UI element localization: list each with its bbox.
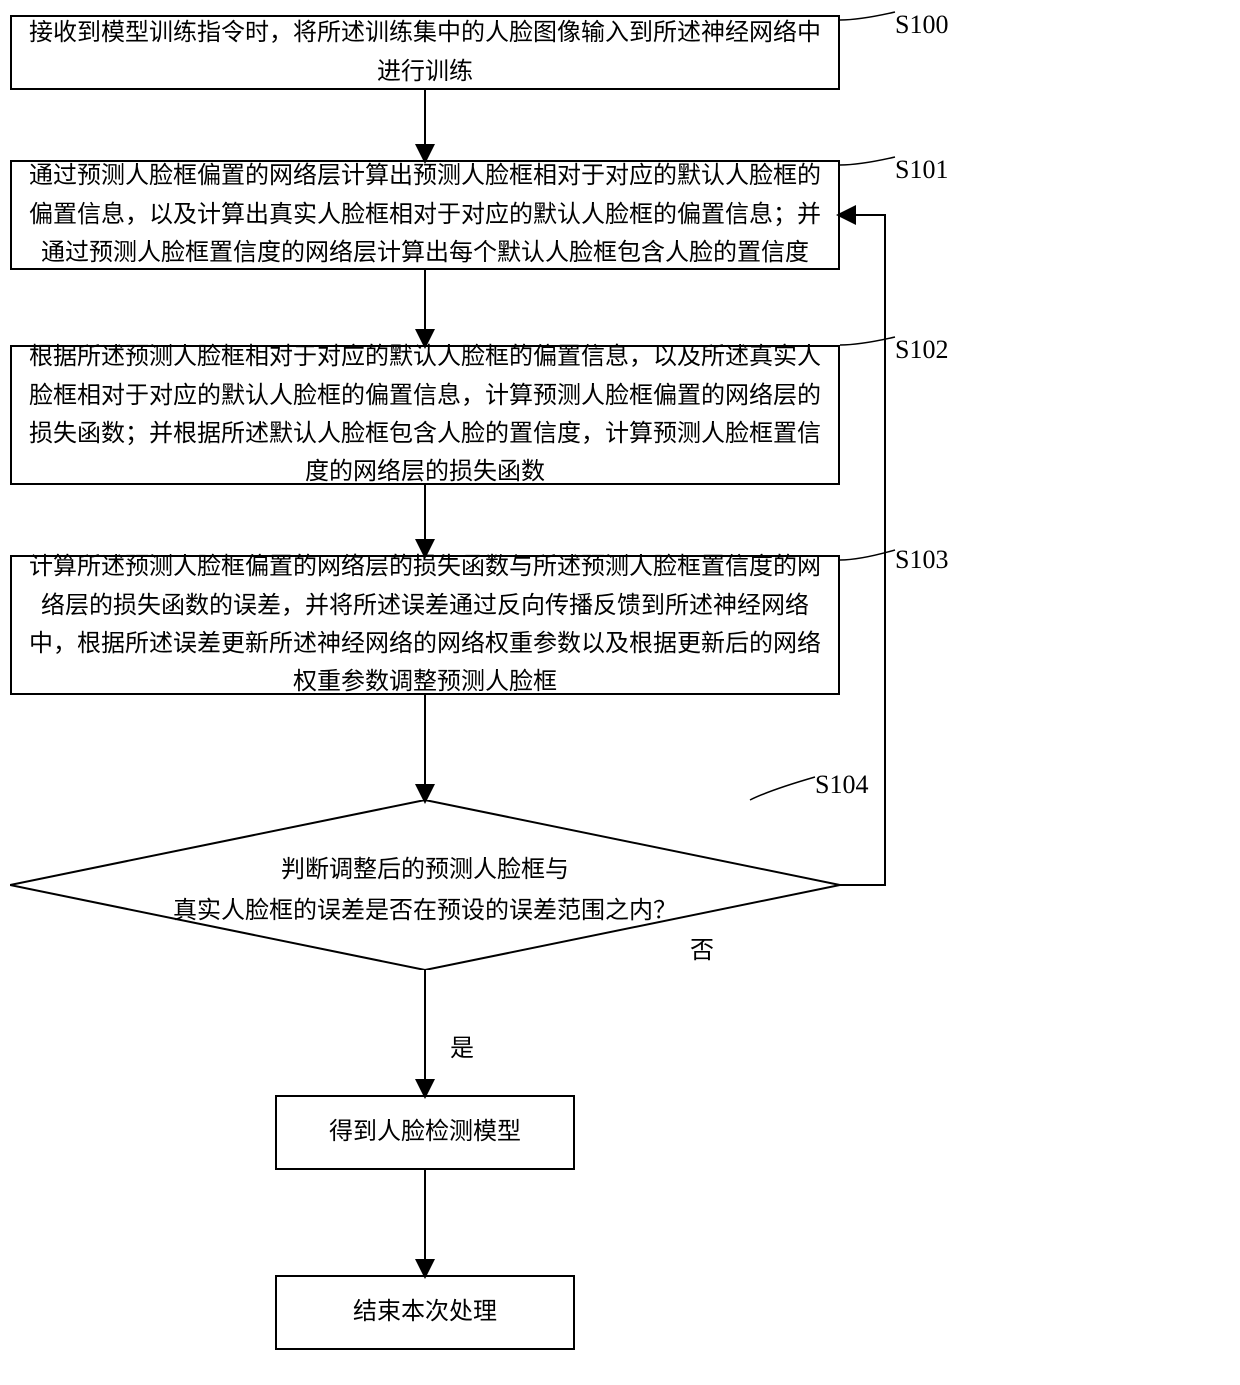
label-s104: S104 (815, 770, 868, 800)
node-s104: 判断调整后的预测人脸框与 真实人脸框的误差是否在预设的误差范围之内？ (10, 800, 840, 970)
node-s102-text: 根据所述预测人脸框相对于对应的默认人脸框的偏置信息，以及所述真实人脸框相对于对应… (22, 338, 828, 492)
node-end-text: 结束本次处理 (353, 1293, 497, 1331)
label-s103: S103 (895, 545, 948, 575)
node-s100: 接收到模型训练指令时，将所述训练集中的人脸图像输入到所述神经网络中进行训练 (10, 15, 840, 90)
node-s103-text: 计算所述预测人脸框偏置的网络层的损失函数与所述预测人脸框置信度的网络层的损失函数… (22, 548, 828, 702)
node-s101: 通过预测人脸框偏置的网络层计算出预测人脸框相对于对应的默认人脸框的偏置信息，以及… (10, 160, 840, 270)
node-s103: 计算所述预测人脸框偏置的网络层的损失函数与所述预测人脸框置信度的网络层的损失函数… (10, 555, 840, 695)
edge-label-yes: 是 (450, 1028, 474, 1063)
label-s100: S100 (895, 10, 948, 40)
node-s101-text: 通过预测人脸框偏置的网络层计算出预测人脸框相对于对应的默认人脸框的偏置信息，以及… (22, 157, 828, 272)
node-s102: 根据所述预测人脸框相对于对应的默认人脸框的偏置信息，以及所述真实人脸框相对于对应… (10, 345, 840, 485)
node-result: 得到人脸检测模型 (275, 1095, 575, 1170)
label-s102: S102 (895, 335, 948, 365)
node-end: 结束本次处理 (275, 1275, 575, 1350)
node-result-text: 得到人脸检测模型 (329, 1113, 521, 1151)
edge-label-no: 否 (690, 930, 714, 965)
node-s104-text-line2: 真实人脸框的误差是否在预设的误差范围之内？ (173, 898, 677, 924)
node-s104-text-line1: 判断调整后的预测人脸框与 (281, 857, 569, 883)
label-s101: S101 (895, 155, 948, 185)
node-s100-text: 接收到模型训练指令时，将所述训练集中的人脸图像输入到所述神经网络中进行训练 (22, 14, 828, 91)
